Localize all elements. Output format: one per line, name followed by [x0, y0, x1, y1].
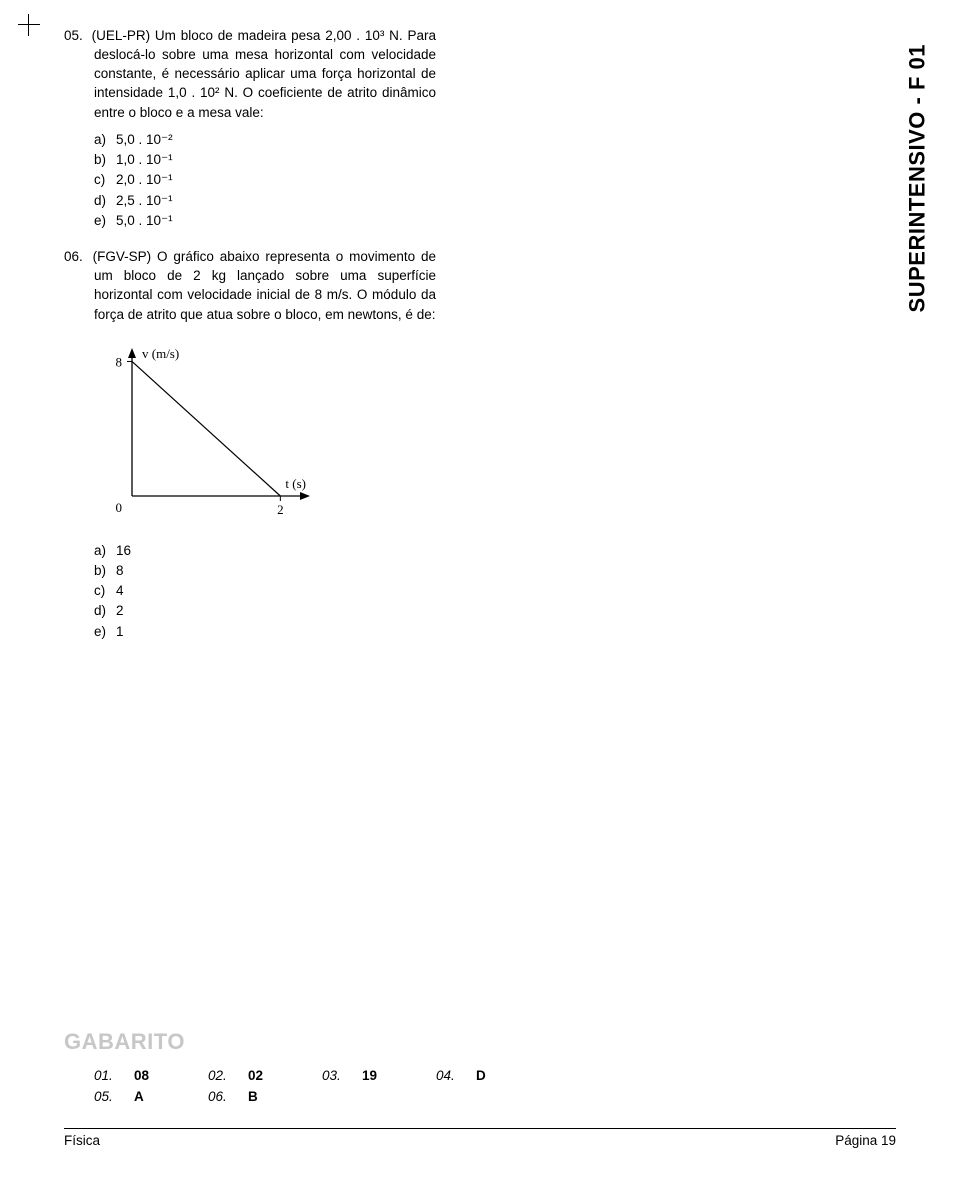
- option-c: c)2,0 . 10⁻¹: [94, 170, 436, 190]
- option-b: b)1,0 . 10⁻¹: [94, 150, 436, 170]
- crop-mark: [18, 14, 40, 36]
- question-05-number: 05.: [64, 28, 87, 43]
- question-06-options: a)16 b)8 c)4 d)2 e)1: [94, 541, 436, 642]
- option-d: d)2: [94, 601, 436, 621]
- footer-subject: Física: [64, 1133, 100, 1148]
- answer-key-heading: GABARITO: [64, 1029, 584, 1055]
- option-e: e)5,0 . 10⁻¹: [94, 211, 436, 231]
- question-05-options: a)5,0 . 10⁻² b)1,0 . 10⁻¹ c)2,0 . 10⁻¹ d…: [94, 130, 436, 231]
- option-a: a)16: [94, 541, 436, 561]
- question-06-number: 06.: [64, 249, 87, 264]
- answer-key-grid: 01.08 02.02 03.19 04.D 05.A 06.B: [64, 1065, 584, 1108]
- chart-svg: 8 0 2 v (m/s) t (s): [102, 338, 320, 520]
- question-06-text: 06. (FGV-SP) O gráfico abaixo representa…: [94, 247, 436, 324]
- svg-text:2: 2: [277, 502, 284, 517]
- svg-text:v (m/s): v (m/s): [142, 346, 179, 361]
- page-body: SUPERINTENSIVO - F 01 05. (UEL-PR) Um bl…: [64, 26, 896, 1148]
- option-c: c)4: [94, 581, 436, 601]
- answer-key-row-2: 05.A 06.B: [94, 1086, 584, 1108]
- question-05-text: 05. (UEL-PR) Um bloco de madeira pesa 2,…: [94, 26, 436, 122]
- page-footer: Física Página 19: [64, 1128, 896, 1148]
- svg-text:t (s): t (s): [285, 476, 306, 491]
- answer-key-section: GABARITO 01.08 02.02 03.19 04.D 05.A 06.…: [64, 1029, 584, 1108]
- side-course-label: SUPERINTENSIVO - F 01: [904, 44, 930, 312]
- svg-text:0: 0: [116, 500, 123, 515]
- velocity-time-chart: 8 0 2 v (m/s) t (s): [102, 338, 436, 523]
- question-06: 06. (FGV-SP) O gráfico abaixo representa…: [64, 247, 436, 642]
- option-a: a)5,0 . 10⁻²: [94, 130, 436, 150]
- question-05-body: (UEL-PR) Um bloco de madeira pesa 2,00 .…: [92, 28, 436, 120]
- option-d: d)2,5 . 10⁻¹: [94, 191, 436, 211]
- left-column: 05. (UEL-PR) Um bloco de madeira pesa 2,…: [64, 26, 436, 642]
- footer-page-number: Página 19: [835, 1133, 896, 1148]
- question-06-body: (FGV-SP) O gráfico abaixo representa o m…: [93, 249, 436, 321]
- answer-key-row-1: 01.08 02.02 03.19 04.D: [94, 1065, 584, 1087]
- option-b: b)8: [94, 561, 436, 581]
- option-e: e)1: [94, 622, 436, 642]
- svg-text:8: 8: [116, 354, 123, 369]
- question-05: 05. (UEL-PR) Um bloco de madeira pesa 2,…: [64, 26, 436, 231]
